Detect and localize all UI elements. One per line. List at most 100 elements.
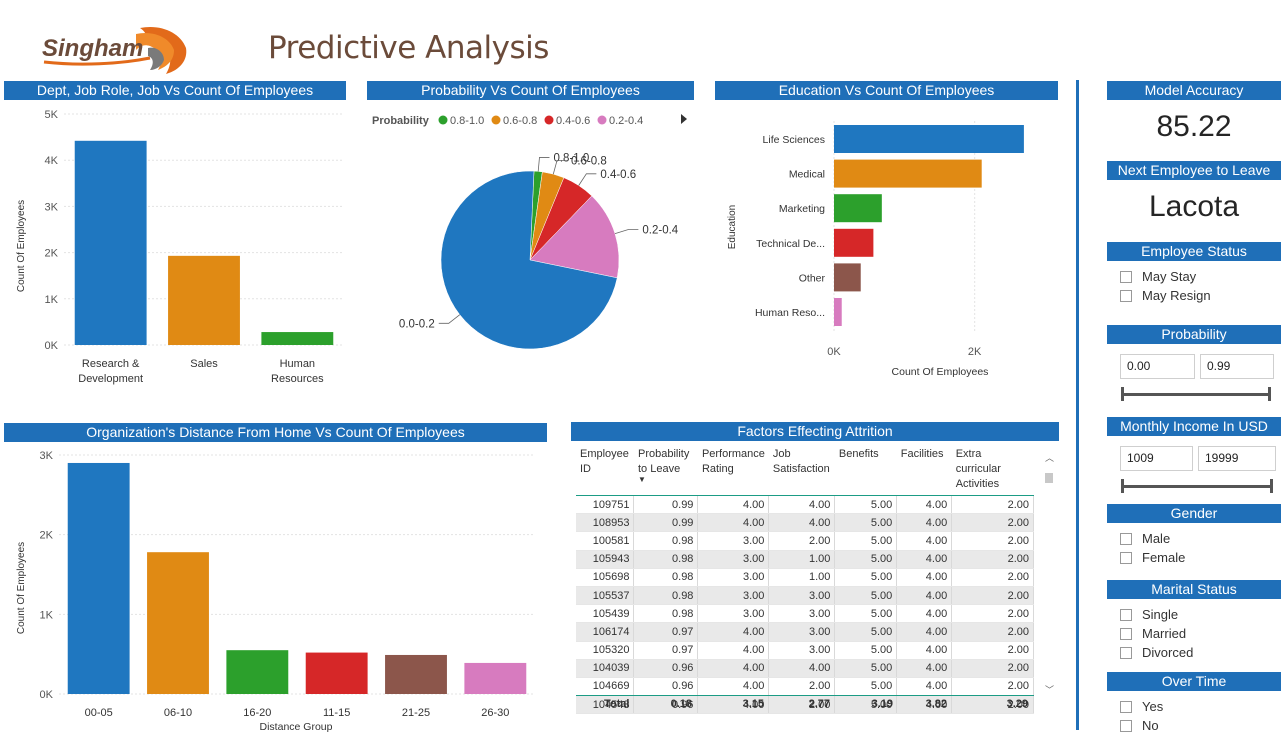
income-max-input[interactable]: 19999 [1198,446,1276,471]
bar [385,654,447,694]
checkbox[interactable] [1120,532,1132,545]
col-extracurricular[interactable]: Extra curricular Activities [951,444,1034,496]
table-scrollbar[interactable]: ︿ ﹀ [1043,447,1055,697]
table-cell: 5.00 [834,495,898,515]
gender-filter-title: Gender [1107,504,1281,523]
status-may-resign[interactable]: May Resign [1120,288,1211,303]
factors-table-title: Factors Effecting Attrition [571,422,1059,441]
scroll-down-icon[interactable]: ﹀ [1045,685,1055,695]
status-may-stay[interactable]: May Stay [1120,269,1196,284]
table-row[interactable]: 105698 0.98 3.00 1.00 5.00 4.00 2.00 [576,568,1034,587]
legend-next-arrow-icon[interactable] [681,114,687,124]
checkbox[interactable] [1120,289,1132,302]
legend-label: 0.4-0.6 [556,115,590,127]
col-performance[interactable]: Performance Rating [697,444,769,496]
table-cell: 4.00 [896,641,953,660]
overtime-yes[interactable]: Yes [1120,699,1163,714]
gender-male[interactable]: Male [1120,531,1170,546]
education-x-axis-label: Count Of Employees [892,366,989,378]
probability-slider-min-handle[interactable] [1121,387,1124,401]
checkbox[interactable] [1120,551,1132,564]
marital-single[interactable]: Single [1120,607,1178,622]
scroll-thumb[interactable] [1045,473,1053,483]
table-cell: 2.00 [951,659,1034,678]
income-min-input[interactable]: 1009 [1120,446,1193,471]
income-slider-min-handle[interactable] [1121,479,1124,493]
probability-min-input[interactable]: 0.00 [1120,354,1195,379]
bar [834,159,982,188]
table-cell: 105943 [576,550,635,569]
legend-swatch [597,115,607,125]
table-row[interactable]: 105943 0.98 3.00 1.00 5.00 4.00 2.00 [576,550,1034,569]
table-row[interactable]: 104543 0.96 4.00 2.00 5.00 4.00 2.00 [576,695,1034,715]
col-facilities[interactable]: Facilities [896,444,952,496]
x-tick-label: 06-10 [164,707,192,719]
table-cell: 5.00 [834,586,898,606]
factors-table[interactable]: Employee ID Probability to Leave ▼ Perfor… [576,444,1056,716]
checkbox[interactable] [1120,719,1132,732]
overtime-no[interactable]: No [1120,718,1159,733]
col-benefits[interactable]: Benefits [834,444,897,496]
table-cell: 5.00 [834,622,898,642]
dept-bar-chart: Count Of Employees 0K 1K 2K 3K 4K 5K Research … [16,109,344,385]
table-cell: 105537 [576,586,635,606]
table-cell: 2.00 [951,677,1034,697]
col-job-satisfaction[interactable]: Job Satisfaction [768,444,835,496]
table-cell: 4.00 [697,513,770,533]
lion-logo-icon: Singham [42,26,187,74]
y-tick-label: 2K [45,248,59,260]
checkbox[interactable] [1120,270,1132,283]
total-benefits: 3.19 [871,698,893,710]
table-row[interactable]: 108953 0.99 4.00 4.00 5.00 4.00 2.00 [576,513,1034,533]
option-label: Female [1142,550,1186,565]
y-tick-label: Other [799,272,826,284]
table-cell: 3.00 [697,568,770,587]
table-cell: 4.00 [768,495,836,515]
table-row[interactable]: 104039 0.96 4.00 4.00 5.00 4.00 2.00 [576,659,1034,678]
table-cell: 106174 [576,622,635,642]
probability-slider-max-handle[interactable] [1268,387,1271,401]
table-cell: 0.97 [633,622,699,642]
x-tick-label: 21-25 [402,707,430,719]
table-row[interactable]: 109751 0.99 4.00 4.00 5.00 4.00 2.00 [576,495,1034,515]
col-employee-id[interactable]: Employee ID [576,444,634,496]
x-tick-label: 0K [827,346,841,358]
table-cell: 2.00 [951,531,1034,551]
table-cell: 109751 [576,495,635,515]
table-row[interactable]: 105320 0.97 4.00 3.00 5.00 4.00 2.00 [576,641,1034,660]
model-accuracy-value: 85.22 [1156,110,1232,143]
table-cell: 104039 [576,659,635,678]
income-slider-track[interactable] [1122,485,1272,488]
probability-slider-track[interactable] [1122,393,1270,396]
checkbox[interactable] [1120,608,1132,621]
checkbox[interactable] [1120,700,1132,713]
checkbox[interactable] [1120,627,1132,640]
option-label: No [1142,718,1159,733]
table-row[interactable]: 105537 0.98 3.00 3.00 5.00 4.00 2.00 [576,586,1034,606]
table-row[interactable]: 106174 0.97 4.00 3.00 5.00 4.00 2.00 [576,622,1034,642]
gender-female[interactable]: Female [1120,550,1185,565]
option-label: May Stay [1142,269,1197,284]
table-header-row: Employee ID Probability to Leave ▼ Perfor… [576,444,1034,496]
table-row[interactable]: 105439 0.98 3.00 3.00 5.00 4.00 2.00 [576,604,1034,624]
total-performance: 3.15 [742,698,764,710]
table-cell: 4.00 [896,695,953,715]
bar [464,662,527,694]
probability-pie-chart: Probability 0.8-1.0 0.6-0.8 0.4-0.6 0.2-0.4… [372,114,687,350]
table-row[interactable]: 104669 0.96 4.00 2.00 5.00 4.00 2.00 [576,677,1034,697]
table-row[interactable]: 100581 0.98 3.00 2.00 5.00 4.00 2.00 [576,531,1034,551]
col-probability[interactable]: Probability to Leave ▼ [633,444,698,496]
table-cell: 104669 [576,677,635,697]
legend-swatch [438,115,448,125]
income-filter-title: Monthly Income In USD [1107,417,1281,436]
scroll-up-icon[interactable]: ︿ [1045,453,1055,463]
x-tick-label: 11-15 [323,707,350,719]
table-cell: 3.00 [768,622,836,642]
checkbox[interactable] [1120,646,1132,659]
marital-divorced[interactable]: Divorced [1120,645,1193,660]
probability-max-input[interactable]: 0.99 [1200,354,1274,379]
income-slider-max-handle[interactable] [1270,479,1273,493]
table-cell: 5.00 [834,513,898,533]
marital-married[interactable]: Married [1120,626,1186,641]
table-cell: 2.00 [951,604,1034,624]
